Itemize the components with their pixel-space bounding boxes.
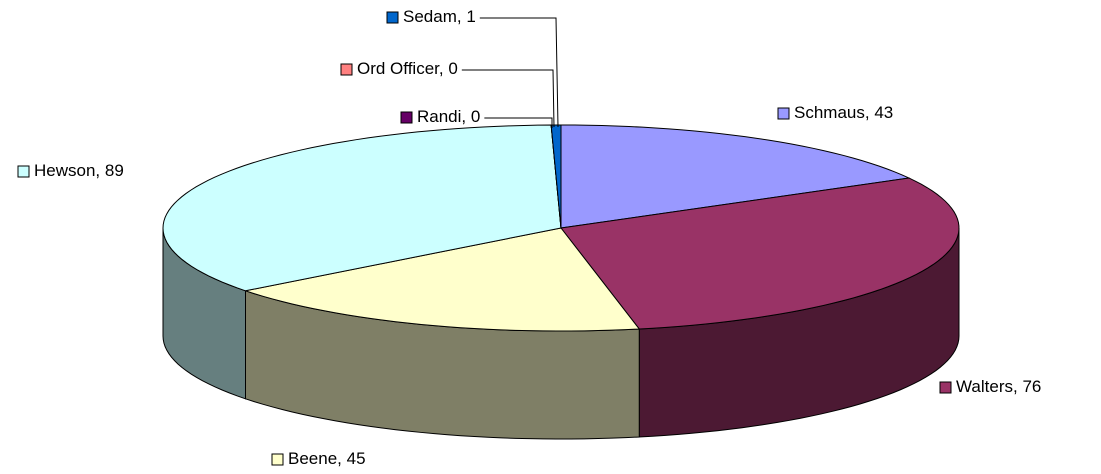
slice <box>560 177 960 330</box>
label-category: Randi <box>417 107 461 126</box>
label-category: Hewson <box>34 161 95 180</box>
data-label: Beene, 45 <box>288 449 366 468</box>
leader-line <box>479 17 559 128</box>
legend-key <box>340 63 353 76</box>
label-value: 1 <box>466 7 475 26</box>
label-category: Schmaus <box>794 103 865 122</box>
pie-top <box>162 124 960 332</box>
label-sep: , <box>461 107 470 126</box>
label-value: 76 <box>1022 377 1041 396</box>
slice <box>560 124 911 229</box>
data-label: Sedam, 1 <box>403 7 476 26</box>
label-value: 0 <box>471 107 480 126</box>
data-label: Walters, 76 <box>956 377 1041 396</box>
data-label: Ord Officer, 0 <box>357 59 458 78</box>
label-value: 0 <box>448 59 457 78</box>
data-label: Randi, 0 <box>417 107 480 126</box>
slice <box>550 124 562 229</box>
slice <box>243 227 641 332</box>
label-category: Ord Officer <box>357 59 440 78</box>
data-label: Hewson, 89 <box>34 161 124 180</box>
legend-key <box>400 111 413 124</box>
legend-key <box>386 11 399 24</box>
legend-key <box>777 107 790 120</box>
label-sep: , <box>337 449 346 468</box>
leader-line <box>484 117 553 128</box>
label-sep: , <box>439 59 448 78</box>
label-value: 43 <box>874 103 893 122</box>
slice <box>162 124 562 292</box>
label-sep: , <box>865 103 874 122</box>
data-label: Schmaus, 43 <box>794 103 893 122</box>
legend-key <box>17 165 30 178</box>
label-value: 89 <box>105 161 124 180</box>
label-category: Walters <box>956 377 1013 396</box>
label-sep: , <box>457 7 466 26</box>
label-value: 45 <box>347 449 366 468</box>
label-category: Beene <box>288 449 337 468</box>
legend-key <box>939 381 952 394</box>
label-sep: , <box>1013 377 1022 396</box>
label-category: Sedam <box>403 7 457 26</box>
label-sep: , <box>95 161 104 180</box>
legend-key <box>271 453 284 466</box>
pie-walls <box>162 227 960 440</box>
leader-line <box>461 69 555 128</box>
